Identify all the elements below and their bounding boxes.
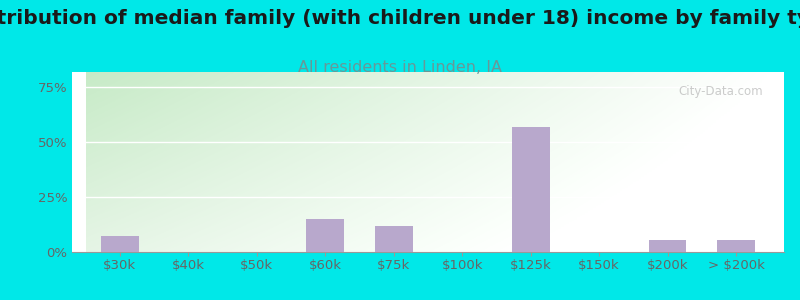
Text: All residents in Linden, IA: All residents in Linden, IA: [298, 60, 502, 75]
Bar: [101, 236, 138, 252]
Text: City-Data.com: City-Data.com: [678, 85, 762, 98]
Bar: [512, 127, 550, 252]
Bar: [649, 240, 686, 252]
Bar: [718, 240, 755, 252]
Text: Distribution of median family (with children under 18) income by family type: Distribution of median family (with chil…: [0, 9, 800, 28]
Bar: [375, 226, 413, 252]
Bar: [306, 219, 344, 252]
